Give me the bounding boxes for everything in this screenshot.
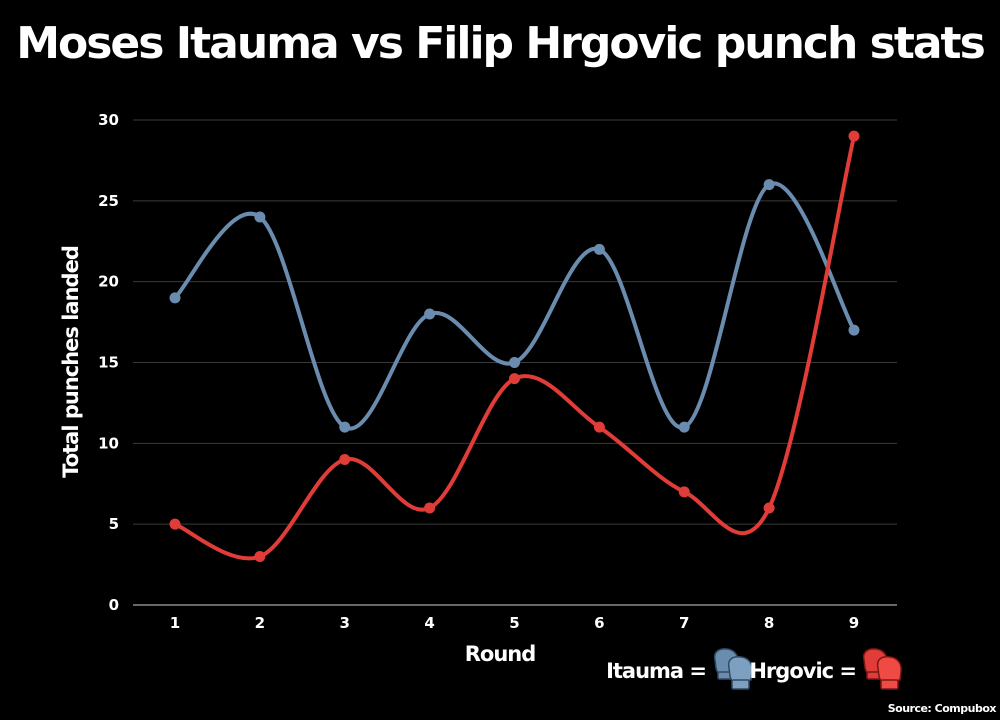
data-point-hrgovic xyxy=(509,373,520,385)
series-hrgovic xyxy=(169,130,860,562)
series-itauma xyxy=(169,179,860,433)
data-point-hrgovic xyxy=(678,486,690,498)
legend-label-hrgovic: Hrgovic = xyxy=(749,659,856,683)
data-point-hrgovic xyxy=(254,551,266,562)
y-tick-label: 15 xyxy=(98,354,119,372)
series-line-hrgovic xyxy=(173,134,856,561)
x-tick-label: 1 xyxy=(170,614,180,632)
data-point-itauma xyxy=(339,421,351,433)
x-tick-label: 6 xyxy=(594,614,604,632)
chart-title: Moses Itauma vs Filip Hrgovic punch stat… xyxy=(16,18,984,69)
y-tick-label: 25 xyxy=(98,192,119,210)
data-point-hrgovic xyxy=(763,502,775,514)
y-tick-label: 0 xyxy=(109,596,119,614)
source-note: Source: Compubox xyxy=(888,702,997,715)
boxing-glove-icon xyxy=(862,648,902,690)
y-axis-label: Total punches landed xyxy=(59,246,83,478)
series-line-itauma xyxy=(173,181,856,431)
data-point-itauma xyxy=(509,357,520,368)
data-point-itauma xyxy=(254,211,266,223)
data-point-itauma xyxy=(678,421,690,433)
y-tick-label: 10 xyxy=(98,434,119,452)
data-point-hrgovic xyxy=(169,518,181,530)
y-tick-labels: 0 5 10 15 20 25 30 xyxy=(98,111,119,614)
data-point-itauma xyxy=(763,179,775,191)
data-point-itauma xyxy=(169,292,181,304)
data-point-itauma xyxy=(424,308,436,320)
y-tick-label: 5 xyxy=(109,515,119,533)
legend-item-hrgovic: Hrgovic = xyxy=(749,648,902,690)
legend-item-itauma: Itauma = xyxy=(606,648,753,690)
x-tick-label: 3 xyxy=(340,614,350,632)
legend: Itauma = Hrgovic = xyxy=(606,648,902,690)
y-tick-label: 20 xyxy=(98,273,119,291)
x-tick-label: 9 xyxy=(849,614,859,632)
legend-label-itauma: Itauma = xyxy=(606,659,706,683)
x-tick-label: 8 xyxy=(764,614,774,632)
data-point-hrgovic xyxy=(848,130,860,142)
data-point-itauma xyxy=(593,243,605,255)
x-axis-label: Round xyxy=(465,642,536,666)
x-tick-label: 7 xyxy=(679,614,689,632)
x-tick-label: 4 xyxy=(424,614,434,632)
data-point-hrgovic xyxy=(339,454,351,465)
x-tick-label: 5 xyxy=(509,614,519,632)
series-layer xyxy=(169,130,860,562)
x-tick-label: 2 xyxy=(255,614,265,632)
boxing-glove-icon xyxy=(713,648,753,690)
data-point-hrgovic xyxy=(593,421,605,433)
data-point-itauma xyxy=(848,324,860,336)
y-tick-label: 30 xyxy=(98,111,119,129)
x-tick-labels: 1 2 3 4 5 6 7 8 9 xyxy=(170,614,859,632)
data-point-hrgovic xyxy=(424,502,436,514)
